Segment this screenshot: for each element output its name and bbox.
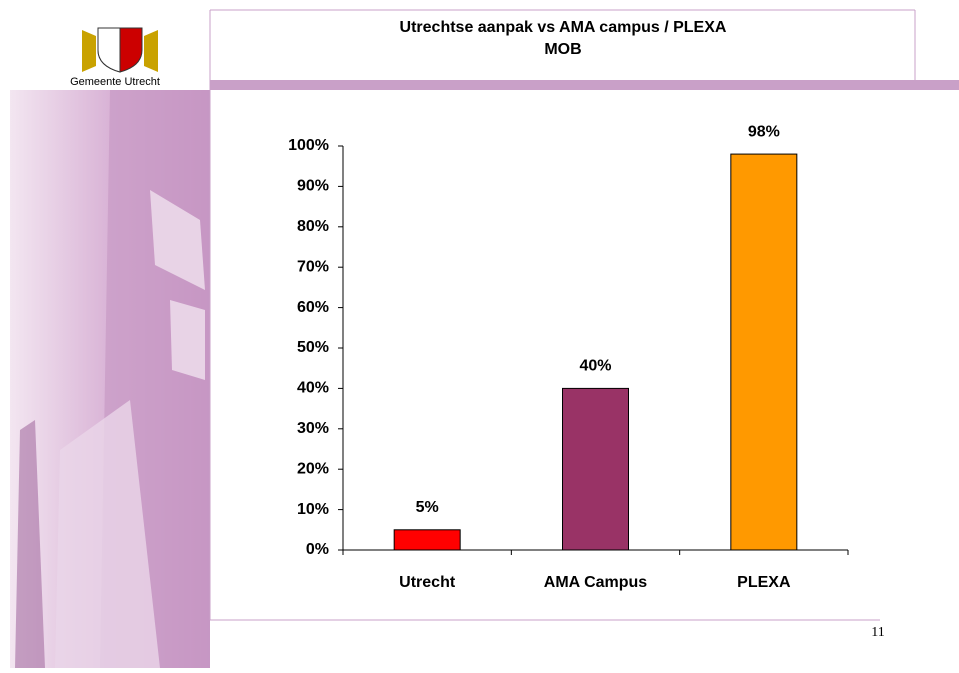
x-tick-label: AMA Campus bbox=[544, 574, 648, 591]
slide: Gemeente Utrecht Utrechtse aanpak vs AMA… bbox=[0, 0, 959, 668]
y-tick-label: 40% bbox=[297, 380, 329, 397]
bar bbox=[563, 388, 629, 550]
y-tick-label: 50% bbox=[297, 339, 329, 356]
page-number: 11 bbox=[871, 625, 884, 640]
chart-title: Utrechtse aanpak vs AMA campus / PLEXA bbox=[400, 19, 727, 36]
logo-text: Gemeente Utrecht bbox=[70, 76, 160, 88]
background-photo bbox=[10, 90, 210, 668]
x-tick-label: Utrecht bbox=[399, 574, 456, 591]
logo: Gemeente Utrecht bbox=[70, 28, 160, 88]
chart-subtitle: MOB bbox=[544, 41, 581, 58]
y-tick-label: 100% bbox=[288, 137, 329, 154]
y-tick-label: 10% bbox=[297, 501, 329, 518]
bar bbox=[731, 154, 797, 550]
y-tick-label: 60% bbox=[297, 299, 329, 316]
y-tick-label: 70% bbox=[297, 258, 329, 275]
y-tick-label: 0% bbox=[306, 541, 329, 558]
bar bbox=[394, 530, 460, 550]
y-tick-label: 20% bbox=[297, 460, 329, 477]
value-label: 5% bbox=[416, 499, 439, 516]
y-tick-label: 80% bbox=[297, 218, 329, 235]
y-tick-label: 90% bbox=[297, 178, 329, 195]
y-tick-label: 30% bbox=[297, 420, 329, 437]
value-label: 98% bbox=[748, 123, 780, 140]
value-label: 40% bbox=[579, 358, 611, 375]
x-tick-label: PLEXA bbox=[737, 574, 791, 591]
